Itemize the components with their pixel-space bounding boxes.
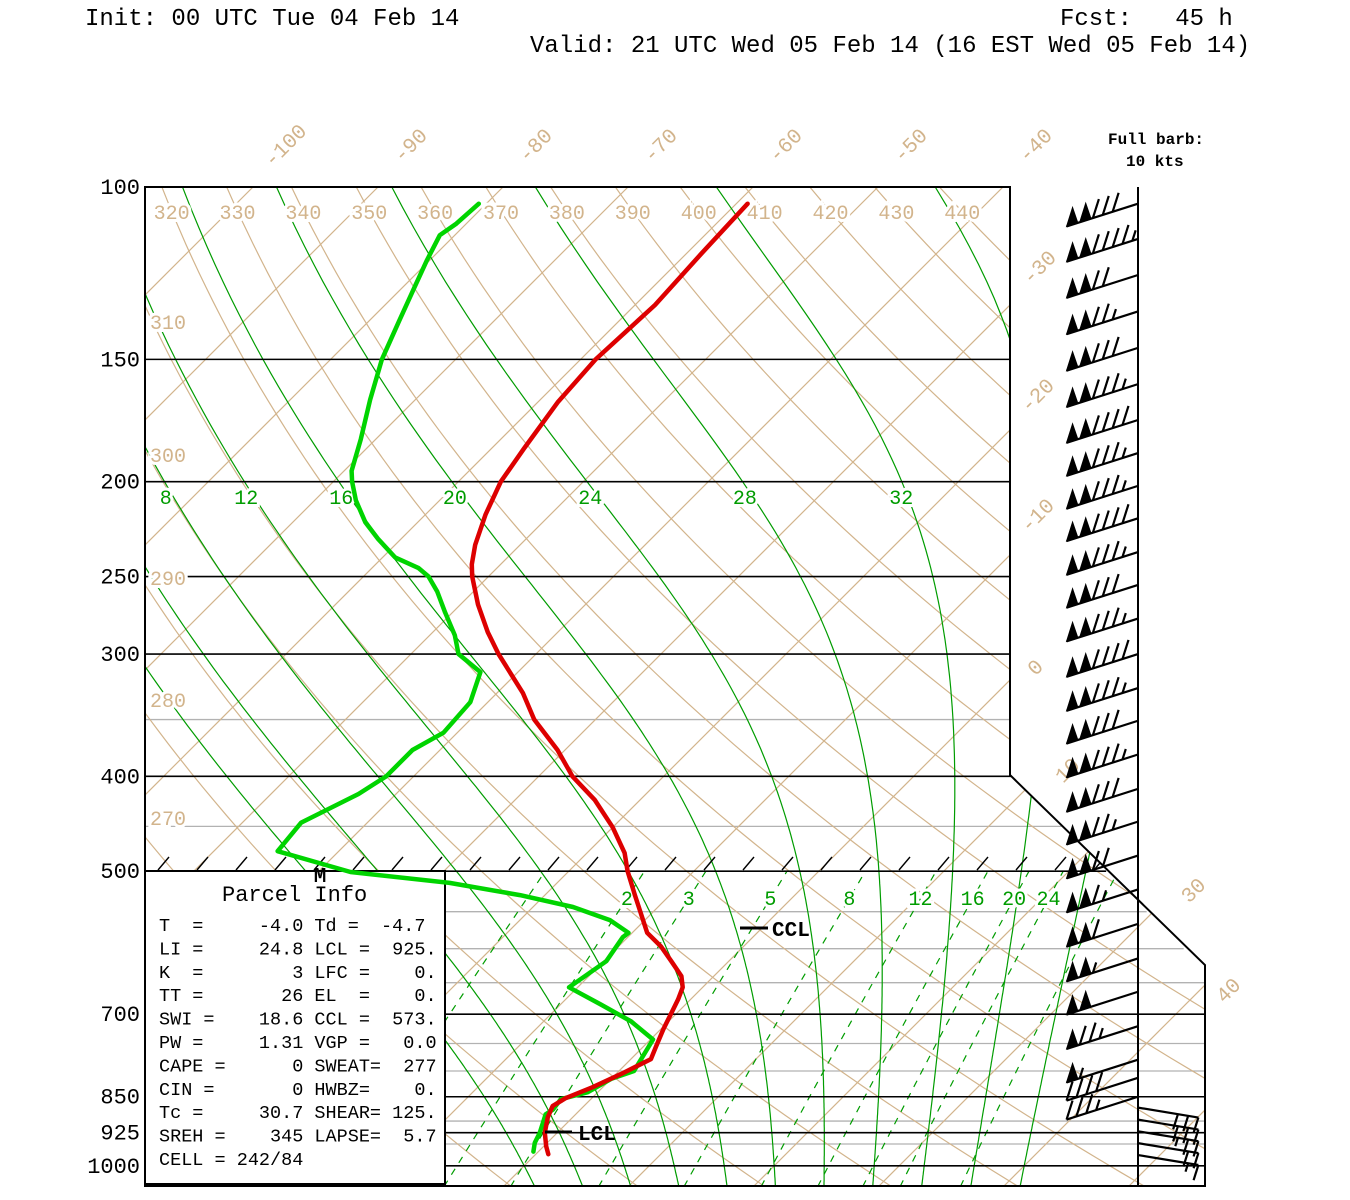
svg-text:M: M	[314, 866, 327, 889]
svg-text:200: 200	[100, 471, 140, 496]
svg-text:40: 40	[1213, 975, 1247, 1009]
svg-text:TT = 26 EL = 0.: TT = 26 EL = 0.	[159, 986, 437, 1007]
svg-text:430: 430	[878, 203, 914, 226]
svg-text:350: 350	[351, 203, 387, 226]
svg-text:150: 150	[100, 348, 140, 373]
svg-text:SREH = 345 LAPSE= 5.7: SREH = 345 LAPSE= 5.7	[159, 1127, 437, 1148]
svg-text:100: 100	[100, 176, 140, 201]
svg-text:1000: 1000	[87, 1155, 140, 1180]
svg-text:-50: -50	[890, 125, 933, 168]
svg-text:-60: -60	[765, 125, 808, 168]
svg-text:20: 20	[1002, 889, 1026, 912]
svg-text:12: 12	[908, 889, 932, 912]
chart-border	[144, 186, 1206, 1187]
svg-text:-70: -70	[640, 125, 683, 168]
init-time-label: Init: 00 UTC Tue 04 Feb 14	[85, 6, 460, 33]
svg-text:CCL: CCL	[772, 920, 810, 943]
svg-text:20: 20	[443, 488, 467, 511]
svg-text:-90: -90	[390, 125, 433, 168]
svg-text:3: 3	[683, 889, 695, 912]
svg-text:500: 500	[100, 860, 140, 885]
barb-legend-title: Full barb:	[1108, 131, 1205, 149]
svg-text:390: 390	[615, 203, 651, 226]
svg-text:12: 12	[234, 488, 258, 511]
svg-text:Parcel Info: Parcel Info	[222, 883, 367, 908]
svg-text:-80: -80	[515, 125, 558, 168]
svg-text:320: 320	[154, 203, 190, 226]
wind-barb-column	[1065, 187, 1200, 1186]
svg-text:LCL: LCL	[578, 1124, 616, 1147]
forecast-hour-label: Fcst: 45 h	[1060, 6, 1233, 33]
svg-text:T = -4.0 Td = -4.7: T = -4.0 Td = -4.7	[159, 916, 425, 937]
svg-text:410: 410	[747, 203, 783, 226]
temperature-trace	[469, 201, 750, 1157]
svg-text:-20: -20	[1017, 375, 1060, 418]
svg-text:2: 2	[621, 889, 633, 912]
svg-text:-40: -40	[1015, 125, 1058, 168]
svg-text:PW = 1.31 VGP = 0.0: PW = 1.31 VGP = 0.0	[159, 1033, 437, 1054]
svg-text:925: 925	[100, 1122, 140, 1147]
svg-text:16: 16	[329, 488, 353, 511]
svg-text:380: 380	[549, 203, 585, 226]
svg-text:K = 3 LFC = 0.: K = 3 LFC = 0.	[159, 963, 437, 984]
svg-text:270: 270	[150, 809, 186, 832]
svg-text:8: 8	[160, 488, 172, 511]
pressure-axis-labels: 100 150 200 250 300 400 500 700 850 925 1000	[87, 176, 140, 1180]
svg-text:400: 400	[100, 765, 140, 790]
svg-text:5: 5	[764, 889, 776, 912]
svg-text:700: 700	[100, 1003, 140, 1028]
valid-time-label: Valid: 21 UTC Wed 05 Feb 14 (16 EST Wed …	[530, 33, 1251, 60]
mixing-ratio-lines	[336, 870, 1119, 1186]
sounding-traces	[275, 201, 750, 1157]
svg-text:300: 300	[100, 643, 140, 668]
svg-text:30: 30	[1178, 875, 1212, 909]
svg-text:0: 0	[1024, 656, 1049, 681]
svg-text:290: 290	[150, 569, 186, 592]
svg-text:CIN = 0 HWBZ= 0.: CIN = 0 HWBZ= 0.	[159, 1080, 437, 1101]
svg-text:370: 370	[483, 203, 519, 226]
svg-text:-100: -100	[261, 121, 313, 173]
svg-text:850: 850	[100, 1086, 140, 1111]
svg-text:16: 16	[961, 889, 985, 912]
svg-text:400: 400	[681, 203, 717, 226]
svg-text:-10: -10	[1017, 495, 1060, 538]
svg-text:LI = 24.8 LCL = 925.: LI = 24.8 LCL = 925.	[159, 939, 437, 960]
svg-text:440: 440	[944, 203, 980, 226]
svg-text:300: 300	[150, 446, 186, 469]
svg-text:420: 420	[812, 203, 848, 226]
svg-text:SWI = 18.6 CCL = 573.: SWI = 18.6 CCL = 573.	[159, 1010, 437, 1031]
svg-text:32: 32	[889, 488, 913, 511]
svg-text:8: 8	[843, 889, 855, 912]
svg-text:250: 250	[100, 566, 140, 591]
svg-text:360: 360	[417, 203, 453, 226]
svg-text:24: 24	[1037, 889, 1061, 912]
svg-text:310: 310	[150, 313, 186, 336]
level-markers: M LCL CCL	[314, 866, 810, 1147]
svg-text:-30: -30	[1019, 247, 1062, 290]
barb-legend-units: 10 kts	[1126, 153, 1184, 171]
parcel-info-panel: Parcel Info T = -4.0 Td = -4.7LI = 24.8 L…	[144, 870, 446, 1185]
svg-text:CELL = 242/84: CELL = 242/84	[159, 1150, 303, 1171]
svg-text:280: 280	[150, 691, 186, 714]
svg-text:330: 330	[220, 203, 256, 226]
svg-text:CAPE = 0 SWEAT= 277: CAPE = 0 SWEAT= 277	[159, 1056, 437, 1077]
svg-text:24: 24	[578, 488, 602, 511]
svg-text:Tc = 30.7 SHEAR= 125.: Tc = 30.7 SHEAR= 125.	[159, 1103, 437, 1124]
svg-text:28: 28	[733, 488, 757, 511]
svg-text:340: 340	[285, 203, 321, 226]
